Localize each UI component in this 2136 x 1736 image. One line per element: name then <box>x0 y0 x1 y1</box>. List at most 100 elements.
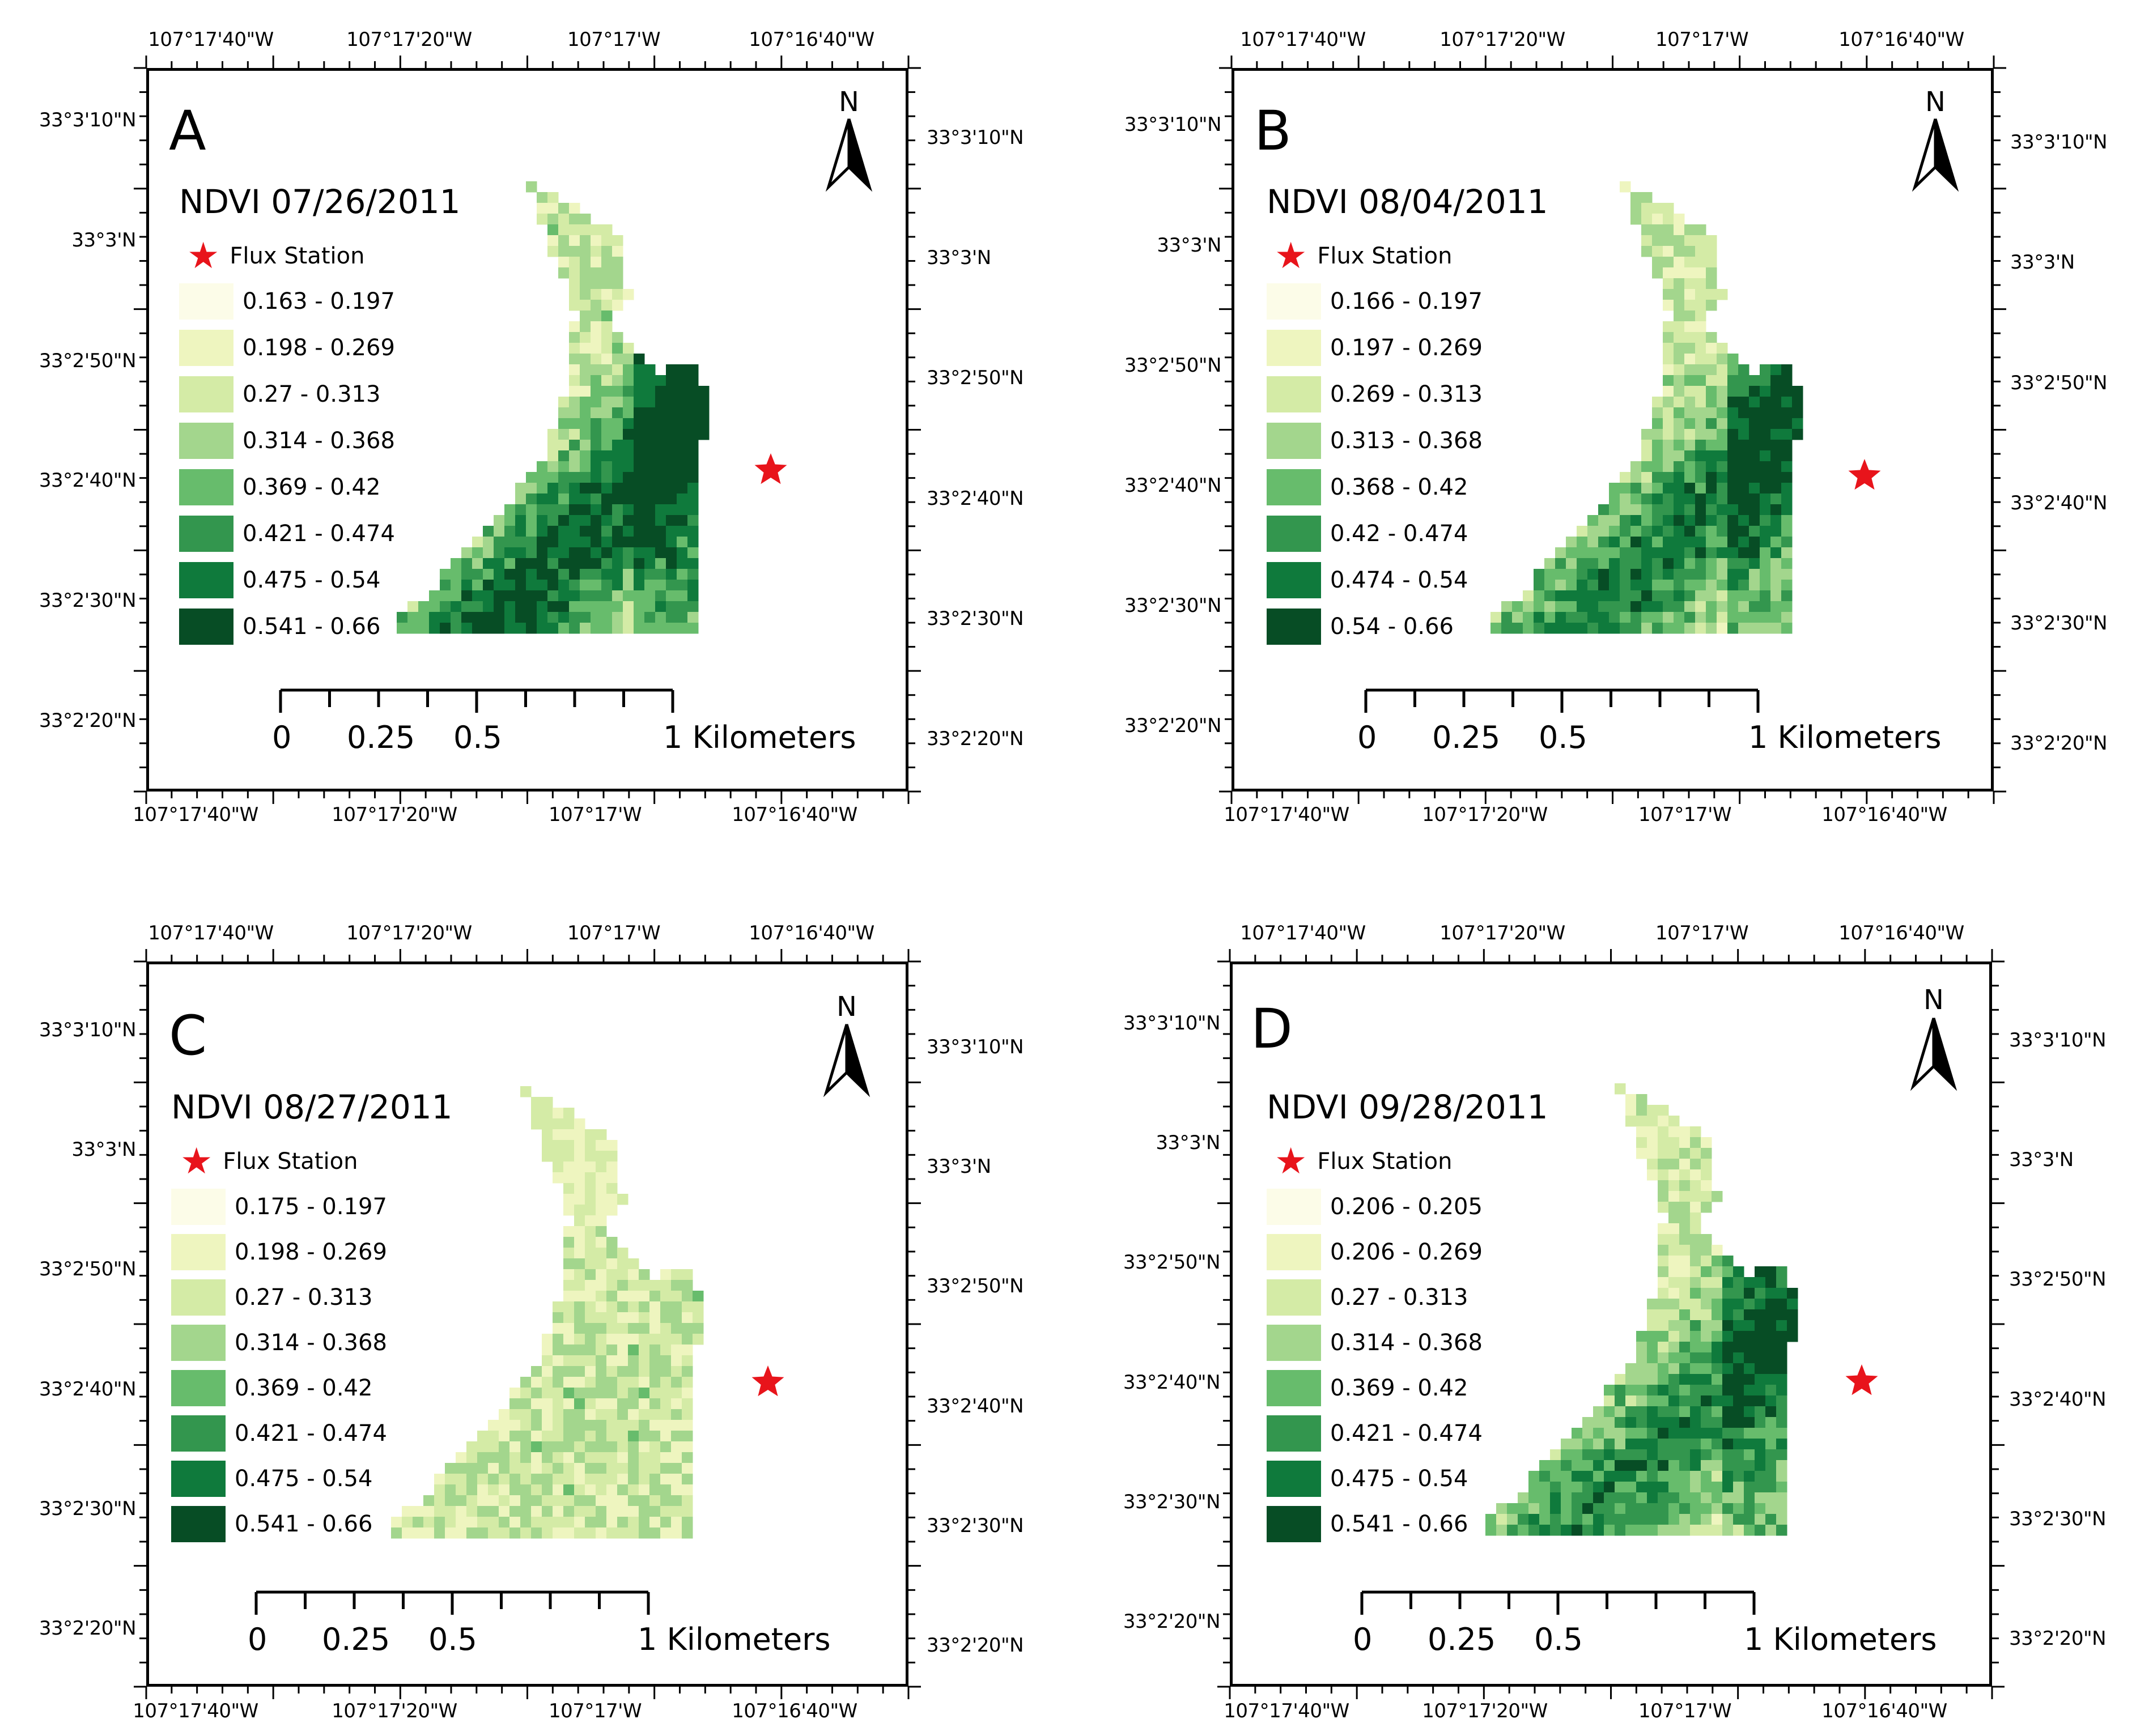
raster-cell <box>1706 407 1717 419</box>
raster-cell <box>591 278 602 290</box>
raster-cell <box>537 623 548 634</box>
raster-cell <box>563 1388 575 1399</box>
raster-cell <box>1658 1406 1669 1418</box>
legend-label: 0.42 - 0.474 <box>1330 521 1468 547</box>
raster-cell <box>687 547 699 559</box>
raster-cell <box>547 192 559 203</box>
raster-cell <box>477 1431 489 1442</box>
raster-cell <box>1604 1482 1615 1493</box>
raster-cell <box>1690 1320 1701 1331</box>
raster-cell <box>456 1527 467 1539</box>
raster-cell <box>1701 1266 1712 1278</box>
raster-cell <box>1701 1191 1712 1202</box>
raster-cell <box>1712 1320 1723 1331</box>
raster-cell <box>617 1388 629 1399</box>
raster-cell <box>1658 1439 1669 1450</box>
raster-cell <box>553 1495 564 1507</box>
raster-cell <box>429 590 440 602</box>
raster-cell <box>542 1441 553 1453</box>
lat-label-left: 33°2'50"N <box>39 1258 137 1280</box>
raster-cell <box>1652 472 1663 483</box>
raster-cell <box>601 321 613 333</box>
raster-cell <box>596 1452 607 1463</box>
raster-cell <box>623 590 634 602</box>
raster-cell <box>520 1474 532 1485</box>
raster-cell <box>1684 418 1696 429</box>
raster-cell <box>1701 1309 1712 1321</box>
raster-cell <box>1652 515 1663 526</box>
lon-label-bottom: 107°16'40"W <box>1821 1700 1947 1722</box>
raster-cell <box>1641 612 1653 623</box>
raster-cell <box>1668 1148 1680 1159</box>
raster-cell <box>542 1377 553 1388</box>
raster-cell <box>553 1409 564 1420</box>
raster-cell <box>644 612 656 623</box>
raster-cell <box>456 1474 467 1485</box>
raster-cell <box>1679 1159 1691 1170</box>
raster-cell <box>1561 1492 1572 1504</box>
raster-cell <box>617 1248 629 1259</box>
raster-cell <box>1663 203 1674 214</box>
raster-cell <box>1641 558 1653 569</box>
raster-cell <box>655 429 666 440</box>
raster-cell <box>591 558 602 569</box>
raster-cell <box>596 1215 607 1227</box>
raster-cell <box>1572 1503 1583 1514</box>
raster-cell <box>461 569 473 580</box>
raster-cell <box>1684 526 1696 537</box>
raster-cell <box>585 1151 596 1162</box>
raster-cell <box>1712 1395 1723 1407</box>
raster-cell <box>1690 1256 1701 1267</box>
raster-cell <box>596 1527 607 1539</box>
map-panel-b: 107°17'40"W 107°17'20"W 107°17'W 107°16'… <box>1068 0 2136 868</box>
raster-cell <box>477 1441 489 1453</box>
raster-cell <box>617 1484 629 1496</box>
raster-cell <box>1620 623 1631 634</box>
lat-label-right: 33°2'40"N <box>927 487 1024 510</box>
raster-cell <box>553 1527 564 1539</box>
raster-cell <box>520 1495 532 1507</box>
lon-label-bottom: 107°16'40"W <box>1821 803 1947 826</box>
raster-cell <box>1712 1374 1723 1385</box>
raster-cell <box>1679 1169 1691 1181</box>
raster-cell <box>655 483 666 494</box>
raster-cell <box>569 537 580 548</box>
raster-cell <box>542 1344 553 1356</box>
raster-cell <box>1647 1525 1658 1536</box>
raster-cell <box>1679 1202 1691 1213</box>
raster-cell <box>1706 461 1717 473</box>
raster-cell <box>1550 1471 1561 1482</box>
raster-cell <box>1668 1202 1680 1213</box>
raster-cell <box>585 1431 596 1442</box>
map-frame <box>1232 68 1994 792</box>
raster-cell <box>1776 1299 1787 1310</box>
raster-cell <box>677 407 688 419</box>
raster-cell <box>601 612 613 623</box>
raster-cell <box>1625 1395 1637 1407</box>
raster-cell <box>1668 1191 1680 1202</box>
raster-cell <box>1647 1169 1658 1181</box>
raster-cell <box>1717 418 1728 429</box>
raster-cell <box>671 1312 682 1324</box>
raster-cell <box>1658 1374 1669 1385</box>
legend-label: 0.163 - 0.197 <box>243 288 395 314</box>
raster-cell <box>423 1495 435 1507</box>
scale-label: 0.25 <box>1432 720 1501 755</box>
raster-cell <box>1755 1492 1766 1504</box>
raster-cell <box>1770 493 1782 505</box>
raster-cell <box>1674 235 1685 246</box>
raster-cell <box>1647 1320 1658 1331</box>
raster-cell <box>606 1248 618 1259</box>
raster-cell <box>1539 1460 1551 1471</box>
raster-cell <box>477 1527 489 1539</box>
raster-cell <box>526 181 537 193</box>
raster-cell <box>596 1161 607 1173</box>
raster-cell <box>1555 623 1566 634</box>
raster-cell <box>1733 1482 1744 1493</box>
raster-cell <box>547 472 559 483</box>
raster-cell <box>542 1140 553 1151</box>
raster-cell <box>612 504 623 516</box>
legend-swatch <box>171 1189 226 1225</box>
raster-cell <box>596 1420 607 1431</box>
raster-cell <box>1658 1428 1669 1439</box>
